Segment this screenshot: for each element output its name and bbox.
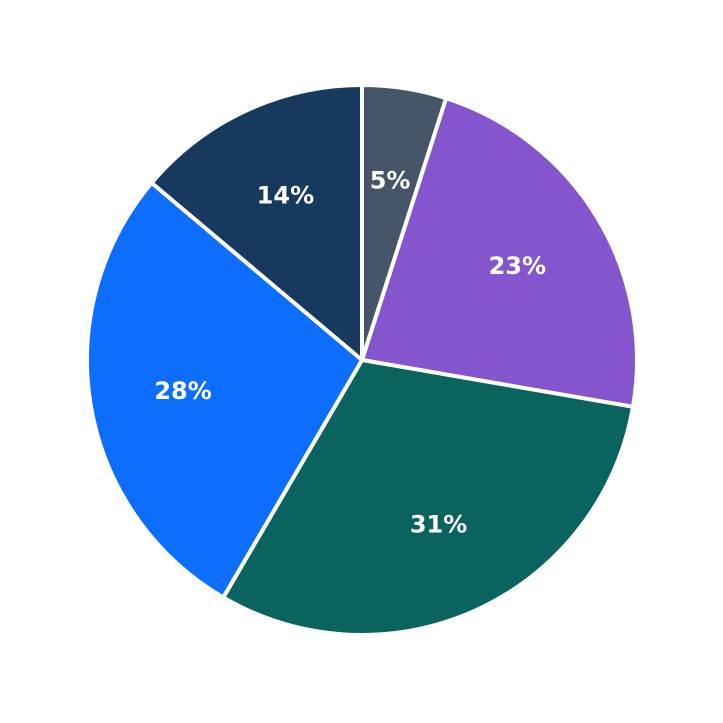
slice-label-5pct: 5% bbox=[370, 167, 411, 195]
slice-label-14pct: 14% bbox=[257, 181, 314, 209]
pie-slice-23pct bbox=[360, 96, 639, 409]
slice-label-23pct: 23% bbox=[489, 252, 546, 280]
pie-slice-14pct bbox=[149, 83, 364, 362]
pie-slice-28pct bbox=[85, 180, 364, 600]
pie-slice-31pct bbox=[221, 358, 635, 637]
slice-label-28pct: 28% bbox=[154, 377, 211, 405]
slice-label-31pct: 31% bbox=[410, 511, 467, 539]
